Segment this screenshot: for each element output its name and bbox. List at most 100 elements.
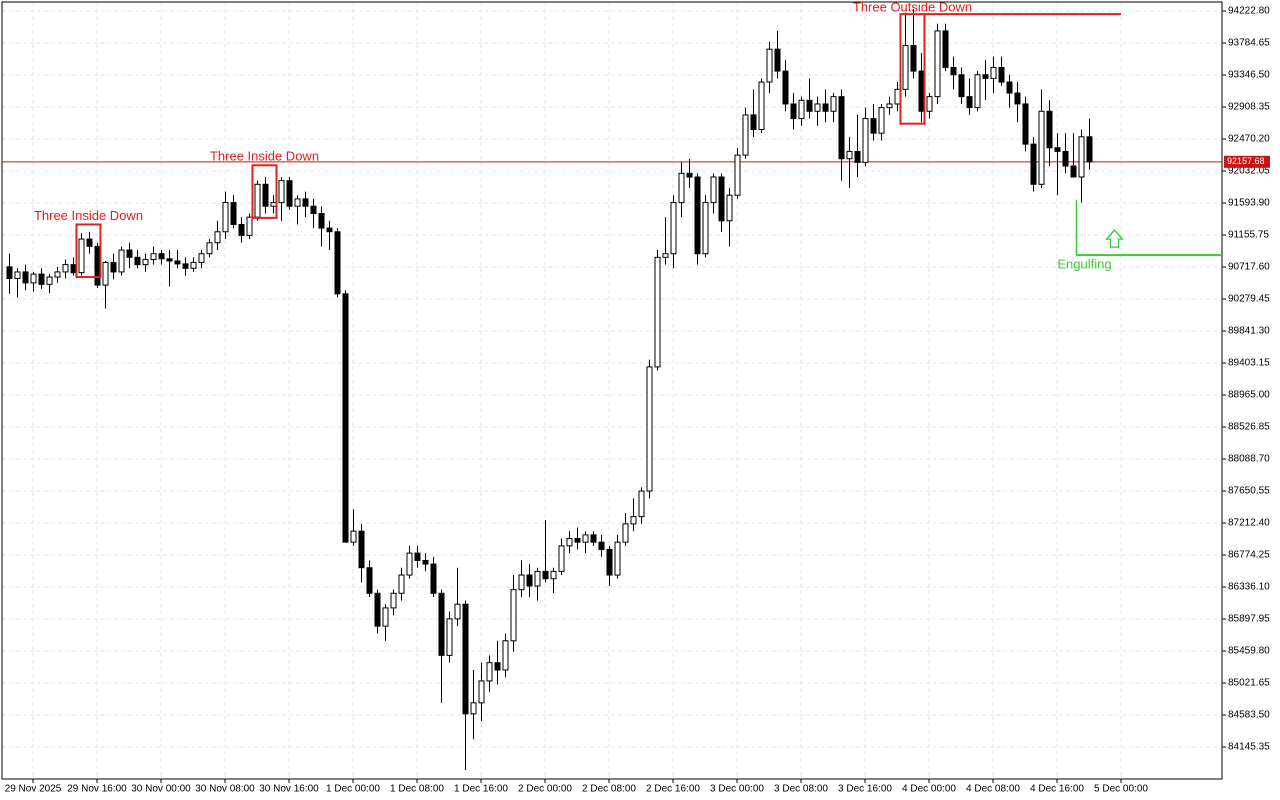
x-tick-label: 3 Dec 08:00 xyxy=(774,784,828,795)
pattern-box xyxy=(251,164,278,219)
candle-body xyxy=(734,154,741,196)
candle-body xyxy=(750,114,757,131)
candle-body xyxy=(614,541,621,576)
y-tick-label: 90279.45 xyxy=(1228,294,1270,305)
y-tick-label: 88088.70 xyxy=(1228,454,1270,465)
candle-body xyxy=(582,534,589,543)
x-tick-label: 2 Dec 16:00 xyxy=(646,784,700,795)
x-tick-label: 5 Dec 00:00 xyxy=(1094,784,1148,795)
y-tick-label: 84145.35 xyxy=(1228,742,1270,753)
candle-body xyxy=(190,261,197,269)
x-tick-label: 3 Dec 16:00 xyxy=(838,784,892,795)
candle-body xyxy=(366,567,373,594)
candle-body xyxy=(806,99,813,112)
candle-body xyxy=(814,103,821,112)
candle-body xyxy=(462,603,469,715)
candle-body xyxy=(886,103,893,109)
current-price-tag xyxy=(1224,155,1270,168)
candle-body xyxy=(22,271,29,284)
y-tick-label: 88526.85 xyxy=(1228,422,1270,433)
candle-body xyxy=(414,552,421,561)
candle-body xyxy=(918,70,925,112)
candle-body xyxy=(526,574,533,587)
candle-body xyxy=(86,238,93,247)
candle-body xyxy=(334,231,341,295)
y-tick-label: 86774.25 xyxy=(1228,550,1270,561)
candle-body xyxy=(198,253,205,263)
candle-body xyxy=(598,541,605,550)
candle-body xyxy=(534,570,541,587)
candle-body xyxy=(318,213,325,229)
candle-body xyxy=(1086,136,1093,163)
pattern-box xyxy=(75,223,102,279)
candle-body xyxy=(982,74,989,79)
candle-body xyxy=(1014,92,1021,105)
y-tick-label: 87650.55 xyxy=(1228,486,1270,497)
candle-body xyxy=(670,202,677,255)
y-tick-label: 84583.50 xyxy=(1228,710,1270,721)
candle-body xyxy=(510,589,517,642)
candle-body xyxy=(326,227,333,233)
candle-body xyxy=(94,245,101,286)
plot-frame xyxy=(1,1,1223,780)
candle-body xyxy=(846,150,853,160)
candle-body xyxy=(654,256,661,368)
candle-body xyxy=(742,114,749,156)
candle-body xyxy=(766,48,773,83)
candle-body xyxy=(262,183,269,207)
x-tick-label: 3 Dec 00:00 xyxy=(710,784,764,795)
candle-body xyxy=(302,198,309,207)
y-tick-label: 92470.20 xyxy=(1228,134,1270,145)
x-tick-label: 1 Dec 08:00 xyxy=(390,784,444,795)
candle-body xyxy=(350,530,357,543)
candle-body xyxy=(678,172,685,204)
pattern-label: Three Inside Down xyxy=(34,208,143,223)
pattern-label: Engulfing xyxy=(1057,257,1111,272)
candle-body xyxy=(726,194,733,222)
pattern-label: Three Inside Down xyxy=(210,149,319,164)
candle-body xyxy=(862,118,869,163)
candle-body xyxy=(966,96,973,109)
candle-body xyxy=(830,96,837,112)
candle-body xyxy=(542,570,549,580)
candle-body xyxy=(790,103,797,120)
candle-body xyxy=(6,266,13,280)
candle-body xyxy=(142,259,149,266)
y-tick-label: 86336.10 xyxy=(1228,582,1270,593)
candle-body xyxy=(62,264,69,273)
candle-body xyxy=(102,261,109,286)
x-tick-label: 2 Dec 00:00 xyxy=(518,784,572,795)
candle-body xyxy=(934,30,941,98)
candle-body xyxy=(422,559,429,565)
y-tick-label: 92908.35 xyxy=(1228,102,1270,113)
y-tick-label: 88965.00 xyxy=(1228,390,1270,401)
candle-body xyxy=(238,223,245,236)
candle-body xyxy=(310,205,317,215)
candle-body xyxy=(878,107,885,134)
candle-body xyxy=(446,618,453,656)
candle-body xyxy=(438,592,445,656)
candle-body xyxy=(494,662,501,671)
candle-body xyxy=(486,662,493,682)
candle-body xyxy=(246,216,253,236)
x-tick-label: 29 Nov 16:00 xyxy=(67,784,127,795)
x-tick-label: 1 Dec 00:00 xyxy=(326,784,380,795)
candle-body xyxy=(454,603,461,620)
y-tick-label: 85897.95 xyxy=(1228,614,1270,625)
candle-body xyxy=(166,258,173,262)
x-tick-label: 29 Nov 2025 xyxy=(5,784,62,795)
candle-body xyxy=(902,45,909,90)
candle-body xyxy=(662,253,669,258)
candle-body xyxy=(798,99,805,120)
candle-body xyxy=(854,150,861,163)
candle-body xyxy=(390,592,397,609)
x-tick-label: 30 Nov 00:00 xyxy=(131,784,191,795)
candle-body xyxy=(254,183,261,218)
candle-body xyxy=(870,118,877,134)
candle-body xyxy=(398,574,405,594)
candle-body xyxy=(382,607,389,627)
candle-body xyxy=(214,231,221,244)
candle-body xyxy=(134,256,141,266)
candle-body xyxy=(54,271,61,278)
